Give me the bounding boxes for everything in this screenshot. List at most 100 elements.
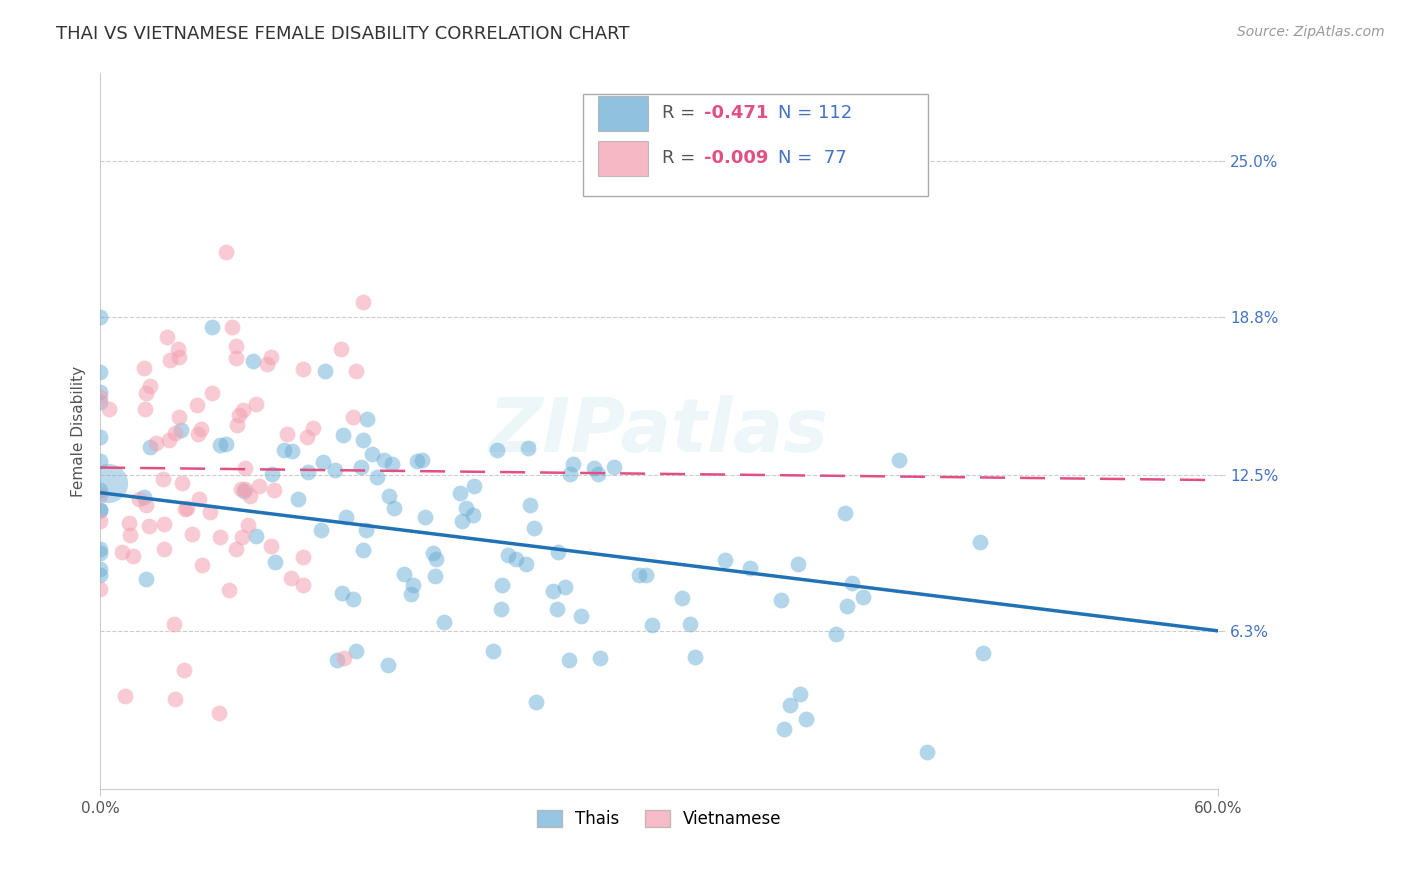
Point — [280, 571, 302, 585]
Point — [392, 566, 415, 581]
Point — [517, 441, 540, 455]
Point — [671, 591, 693, 605]
Point — [242, 354, 264, 368]
Point — [302, 421, 325, 435]
Point — [281, 444, 304, 458]
Point — [406, 454, 429, 468]
Point — [713, 553, 735, 567]
Point — [89, 582, 111, 597]
Point — [432, 615, 454, 630]
Point — [449, 485, 471, 500]
Point — [135, 385, 157, 400]
Point — [156, 330, 179, 344]
Point — [273, 442, 295, 457]
Point — [173, 663, 195, 677]
Point — [260, 540, 283, 554]
Point — [163, 692, 186, 706]
Point — [287, 491, 309, 506]
Point — [135, 572, 157, 586]
Point — [208, 706, 231, 720]
Point — [89, 546, 111, 560]
Point — [461, 508, 484, 523]
Point — [201, 320, 224, 334]
Point — [176, 501, 198, 516]
Point — [163, 616, 186, 631]
Point — [413, 509, 436, 524]
Point — [292, 549, 315, 564]
Point — [738, 560, 761, 574]
Point — [373, 452, 395, 467]
Point — [245, 529, 267, 543]
Point — [190, 422, 212, 436]
Point — [451, 514, 474, 528]
Point — [295, 430, 318, 444]
Point — [554, 581, 576, 595]
Point — [132, 360, 155, 375]
Point — [89, 503, 111, 517]
Point — [170, 423, 193, 437]
Point — [89, 394, 111, 409]
Point — [297, 465, 319, 479]
Point — [233, 460, 256, 475]
Point — [679, 617, 702, 632]
Point — [209, 530, 232, 544]
Point — [547, 545, 569, 559]
Point — [354, 524, 377, 538]
Point — [344, 644, 367, 658]
Point — [233, 483, 256, 498]
Point — [187, 427, 209, 442]
Point — [225, 541, 247, 556]
Point — [382, 501, 405, 516]
Point — [779, 698, 801, 712]
Point — [264, 555, 287, 569]
Point — [110, 545, 132, 559]
Text: Source: ZipAtlas.com: Source: ZipAtlas.com — [1237, 25, 1385, 39]
Point — [245, 397, 267, 411]
Point — [198, 505, 221, 519]
Point — [524, 695, 547, 709]
Point — [377, 658, 399, 673]
Point — [523, 521, 546, 535]
Point — [915, 745, 938, 759]
Point — [773, 722, 796, 736]
Point — [332, 650, 354, 665]
Text: N =  77: N = 77 — [778, 149, 846, 167]
Point — [425, 551, 447, 566]
Point — [138, 440, 160, 454]
Point — [463, 479, 485, 493]
Point — [134, 402, 156, 417]
Point — [89, 310, 111, 324]
Point — [132, 490, 155, 504]
Point — [482, 644, 505, 658]
Point — [239, 489, 262, 503]
Point — [352, 433, 374, 447]
Point — [226, 417, 249, 432]
Point — [221, 320, 243, 334]
Point — [972, 647, 994, 661]
Point — [332, 428, 354, 442]
Point — [228, 408, 250, 422]
Point — [342, 592, 364, 607]
Point — [247, 479, 270, 493]
Point — [770, 592, 793, 607]
Point — [569, 608, 592, 623]
Point — [425, 568, 447, 582]
Point — [186, 398, 208, 412]
Point — [361, 447, 384, 461]
Text: -0.471: -0.471 — [704, 104, 769, 122]
Point — [138, 378, 160, 392]
Point — [515, 557, 537, 571]
Point — [685, 649, 707, 664]
Point — [401, 578, 423, 592]
Point — [201, 386, 224, 401]
Point — [787, 557, 810, 571]
Point — [562, 457, 585, 471]
Point — [505, 552, 527, 566]
Point — [330, 586, 353, 600]
Point — [558, 467, 581, 481]
Point — [543, 584, 565, 599]
Point — [215, 436, 238, 450]
Point — [834, 507, 856, 521]
Point — [349, 460, 371, 475]
Text: R =: R = — [662, 104, 696, 122]
